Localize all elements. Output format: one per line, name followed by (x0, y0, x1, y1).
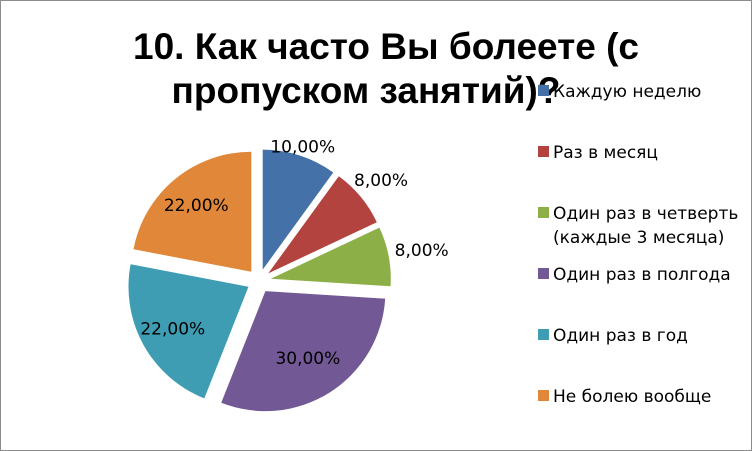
data-label-4: 30,00% (275, 349, 340, 369)
legend-label-1: Каждую неделю (553, 82, 701, 102)
pie-slice-4 (221, 291, 386, 412)
legend-label-5: Один раз в год (553, 326, 688, 346)
legend-swatch-1 (538, 85, 549, 96)
pie-slice-1 (262, 149, 334, 270)
legend-label-6: Не болею вообще (553, 387, 711, 407)
legend-swatch-2 (538, 146, 549, 157)
pie-slice-3 (270, 227, 391, 287)
data-label-2: 8,00% (354, 171, 408, 191)
data-label-6: 22,00% (164, 196, 229, 216)
legend-item-1: Каждую неделю (538, 82, 701, 102)
legend-item-6: Не болею вообще (538, 387, 711, 407)
legend-item-5: Один раз в год (538, 326, 688, 346)
data-label-5: 22,00% (140, 319, 205, 339)
legend-item-4: Один раз в полгода (538, 265, 731, 285)
legend-label-2: Раз в месяц (553, 143, 658, 163)
pie-slice-5 (128, 264, 249, 399)
legend-swatch-3 (538, 207, 549, 218)
chart-title-line-1: 10. Как часто Вы болеете (с (133, 26, 639, 67)
legend-swatch-5 (538, 329, 549, 340)
pie-slice-6 (133, 151, 252, 272)
legend-item-3: Один раз в четверть (каждые 3 месяца) (538, 204, 738, 248)
legend-label-3-line-2: (каждые 3 месяца) (553, 228, 724, 248)
data-label-1: 10,00% (270, 137, 335, 157)
pie-slices (128, 149, 391, 412)
chart-title: 10. Как часто Вы болеете (с пропуском за… (133, 26, 639, 111)
pie-slice-2 (268, 176, 377, 274)
legend-item-2: Раз в месяц (538, 143, 658, 163)
legend-swatch-6 (538, 390, 549, 401)
data-labels: 10,00% 8,00% 8,00% 30,00% 22,00% 22,00% (140, 137, 448, 369)
legend: Каждую неделю Раз в месяц Один раз в четве… (538, 82, 738, 407)
legend-label-4: Один раз в полгода (553, 265, 731, 285)
chart-title-line-2: пропуском занятий)? (172, 70, 561, 111)
legend-label-3-line-1: Один раз в четверть (553, 204, 738, 224)
data-label-3: 8,00% (395, 241, 449, 261)
legend-swatch-4 (538, 268, 549, 279)
